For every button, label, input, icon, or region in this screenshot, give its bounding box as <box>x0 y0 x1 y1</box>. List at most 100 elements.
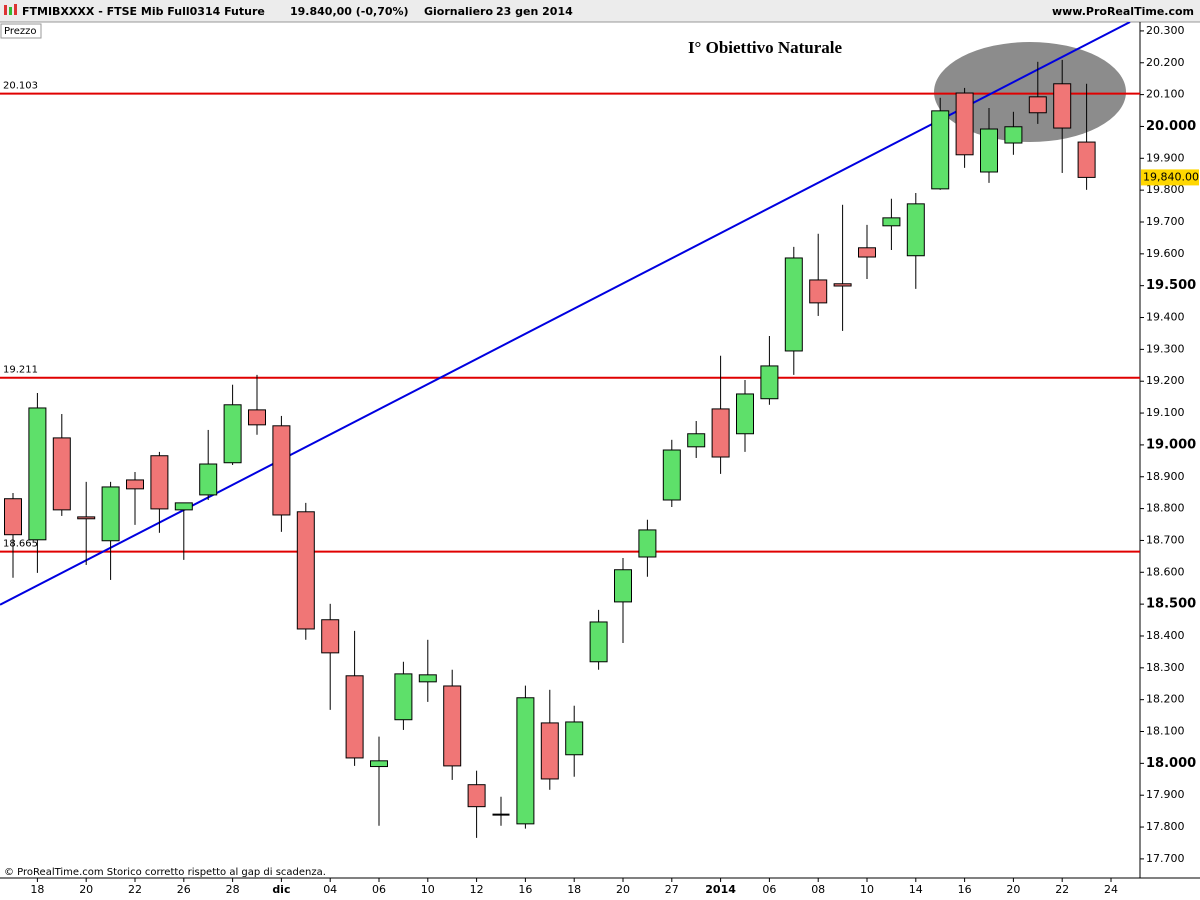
level-label: 18.665 <box>3 539 38 550</box>
candle-body <box>1053 83 1072 129</box>
candle-body <box>52 437 71 511</box>
x-tick-label: 14 <box>909 883 923 896</box>
x-tick-label: dic <box>272 883 290 896</box>
y-tick-label: 19.000 <box>1146 437 1196 452</box>
candle-body <box>394 673 413 721</box>
candle-body <box>540 722 559 780</box>
x-tick-label: 06 <box>762 883 776 896</box>
candle-body <box>931 110 950 190</box>
candle-body <box>248 409 266 426</box>
y-tick-label: 19.500 <box>1146 278 1196 293</box>
level-label: 19.211 <box>3 365 38 376</box>
x-tick-label: 24 <box>1104 883 1118 896</box>
candle-body <box>955 92 974 156</box>
candle-body <box>1077 141 1096 178</box>
candle-body <box>1004 126 1023 144</box>
x-tick-label: 04 <box>323 883 337 896</box>
y-tick-label: 18.100 <box>1146 725 1185 738</box>
x-tick-label: 20 <box>1006 883 1020 896</box>
y-tick-label: 19.200 <box>1146 374 1185 387</box>
y-tick-label: 20.000 <box>1146 119 1196 134</box>
candle-body <box>345 675 364 759</box>
y-tick-label: 18.700 <box>1146 533 1185 546</box>
candle-body <box>28 407 47 541</box>
x-tick-label: 20 <box>79 883 93 896</box>
candle-body <box>760 365 779 400</box>
candle-body <box>589 621 608 663</box>
quote: 19.840,00 (-0,70%) <box>290 5 409 18</box>
candle-body <box>687 433 706 448</box>
x-tick-label: 12 <box>470 883 484 896</box>
y-tick-label: 20.300 <box>1146 24 1185 37</box>
y-tick-label: 20.200 <box>1146 56 1185 69</box>
y-tick-label: 17.700 <box>1146 852 1185 865</box>
y-tick-label: 19.600 <box>1146 247 1185 260</box>
x-tick-label: 10 <box>860 883 874 896</box>
candle-body <box>1028 96 1047 114</box>
x-tick-label: 28 <box>226 883 240 896</box>
y-tick-label: 19.300 <box>1146 342 1185 355</box>
candle-body <box>662 449 681 501</box>
y-tick-label: 19.400 <box>1146 311 1185 324</box>
x-tick-label: 16 <box>518 883 532 896</box>
candle-body <box>614 569 632 603</box>
period: Giornaliero <box>424 5 493 18</box>
x-tick-label: 22 <box>1055 883 1069 896</box>
candle-body <box>296 511 315 630</box>
x-tick-label: 18 <box>567 883 581 896</box>
y-tick-label: 20.100 <box>1146 88 1185 101</box>
y-tick-label: 19.800 <box>1146 183 1185 196</box>
x-tick-label: 18 <box>30 883 44 896</box>
candle-body <box>638 529 657 558</box>
candle-body <box>784 257 803 352</box>
candle-body <box>565 721 584 756</box>
candle-body <box>980 128 998 173</box>
x-tick-label: 22 <box>128 883 142 896</box>
candle-body <box>467 784 486 808</box>
candle-body <box>516 697 535 825</box>
y-tick-label: 19.700 <box>1146 215 1185 228</box>
app-icon <box>4 4 17 15</box>
y-label: Prezzo <box>4 26 37 37</box>
candle-body <box>199 463 218 496</box>
y-tick-label: 18.900 <box>1146 470 1185 483</box>
y-tick-label: 18.000 <box>1146 756 1196 771</box>
candle-body <box>711 408 730 458</box>
last-price-box <box>1141 169 1199 186</box>
candle-body <box>736 393 754 435</box>
candle-body <box>443 685 462 767</box>
candle-body <box>321 619 340 654</box>
x-tick-label: 27 <box>665 883 679 896</box>
date: 23 gen 2014 <box>496 5 573 18</box>
candle-body <box>77 516 96 520</box>
y-tick-label: 17.900 <box>1146 788 1185 801</box>
candle-body <box>174 502 193 511</box>
level-label: 20.103 <box>3 81 38 92</box>
y-tick-label: 19.100 <box>1146 406 1185 419</box>
y-tick-label: 18.800 <box>1146 502 1185 515</box>
x-tick-label: 06 <box>372 883 386 896</box>
y-tick-label: 18.600 <box>1146 565 1185 578</box>
candle-body <box>906 203 925 257</box>
x-tick-label: 16 <box>958 883 972 896</box>
header-bar <box>0 0 1200 22</box>
candle-body <box>418 674 437 683</box>
x-tick-label: 26 <box>177 883 191 896</box>
symbol: FTMIBXXXX - FTSE Mib Full0314 Future <box>22 5 265 18</box>
x-tick-label: 10 <box>421 883 435 896</box>
y-tick-label: 18.400 <box>1146 629 1185 642</box>
y-label-box <box>0 23 42 39</box>
candle-body <box>150 455 169 510</box>
y-tick-label: 17.800 <box>1146 820 1185 833</box>
annotation: I° Obiettivo Naturale <box>688 38 843 57</box>
candle-body <box>101 486 120 542</box>
candle-body <box>4 498 22 536</box>
candle-body <box>126 479 144 490</box>
candle-body <box>223 404 242 464</box>
candle-body <box>858 247 876 258</box>
x-tick-label: 2014 <box>705 883 736 896</box>
last-price-label: 19,840.00 <box>1143 170 1199 183</box>
y-tick-label: 18.300 <box>1146 661 1185 674</box>
candle-body <box>370 760 388 768</box>
